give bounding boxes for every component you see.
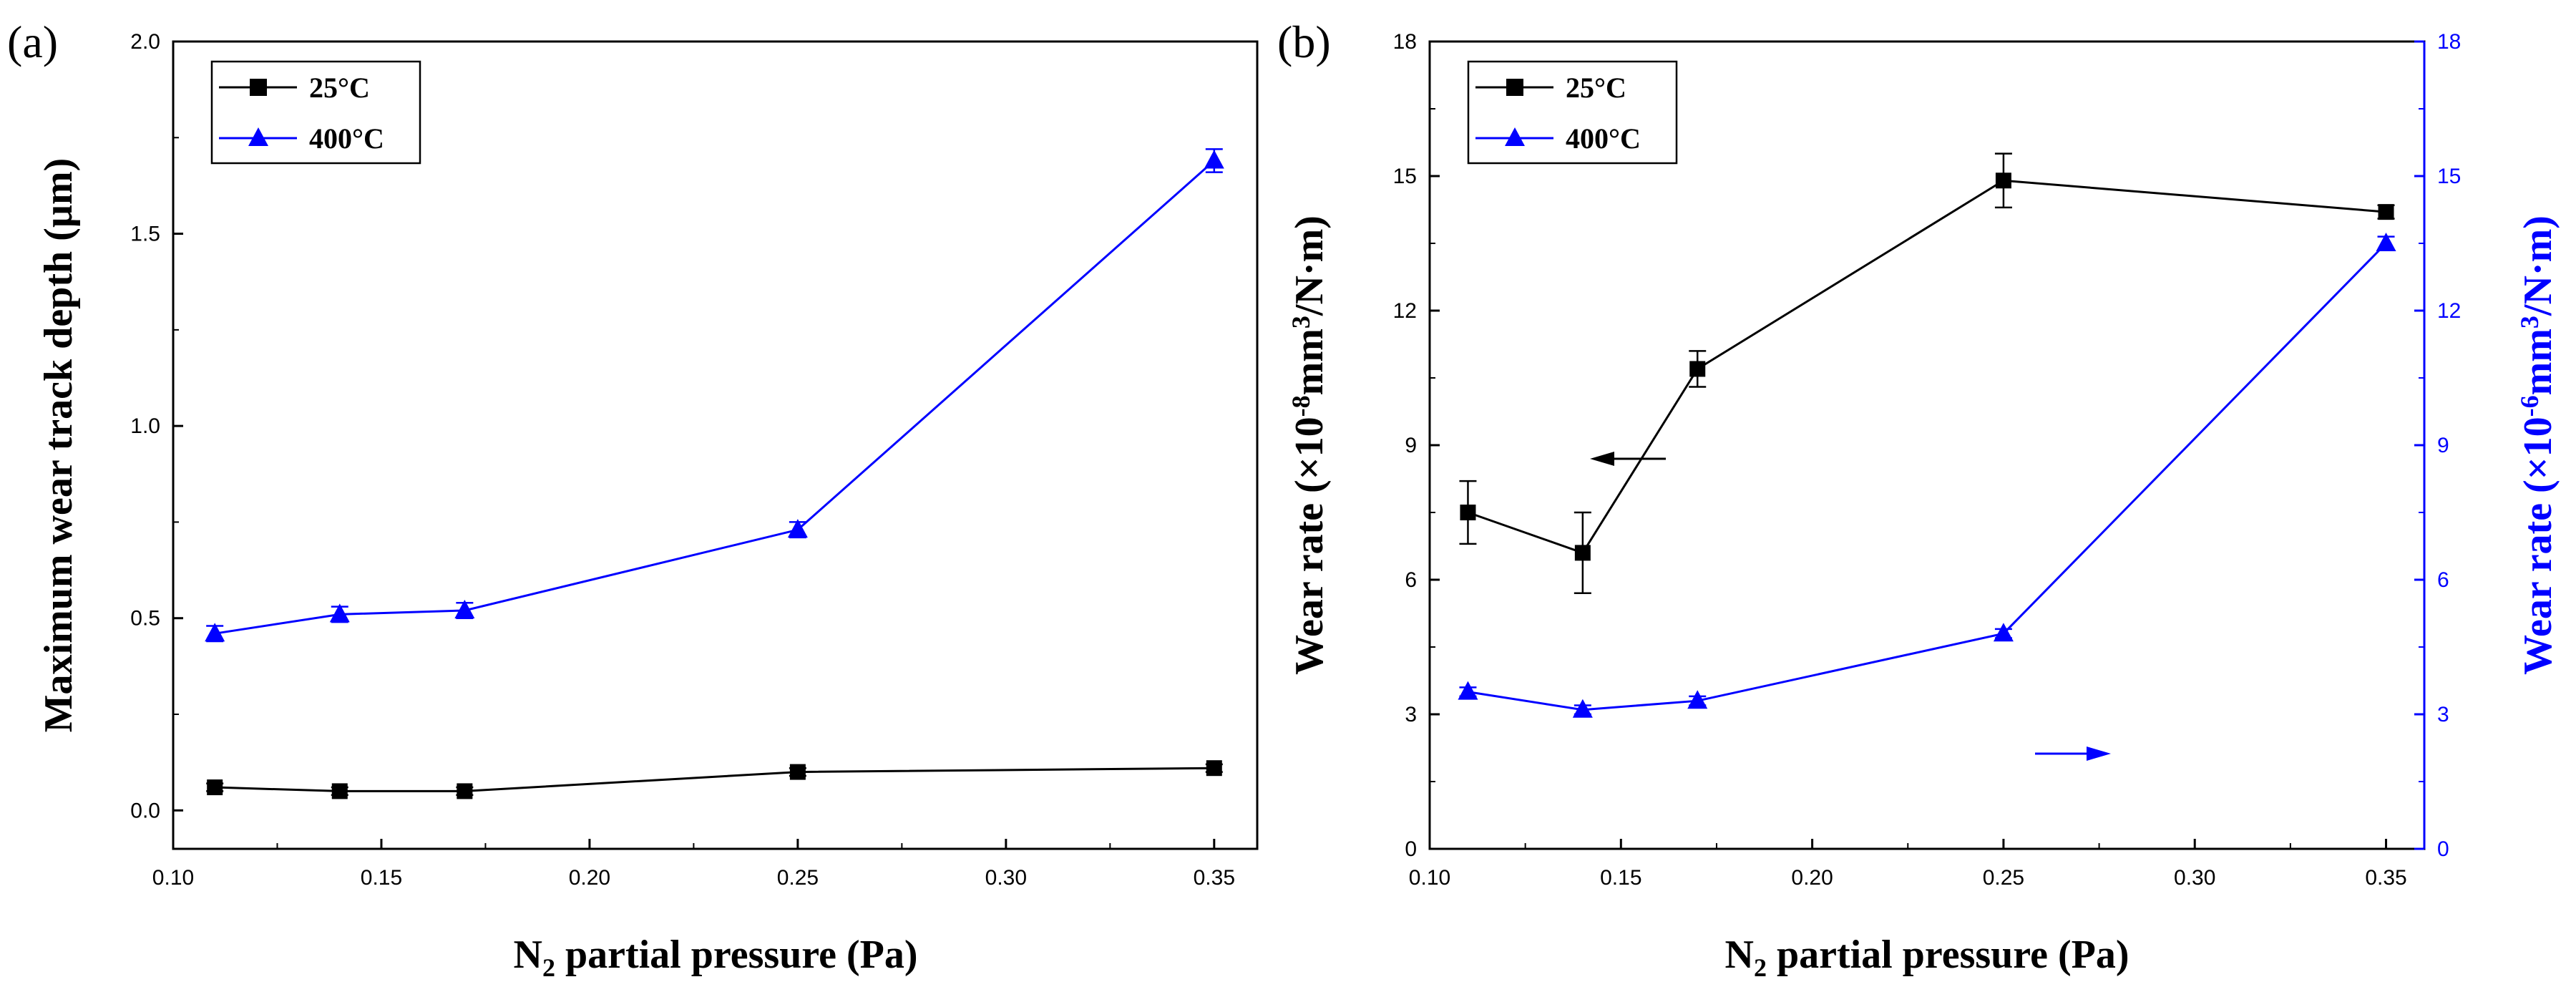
- panel-a-data: [205, 148, 1224, 799]
- a-series-0-point: [1206, 760, 1222, 777]
- y-tick-label-left: 3: [1405, 703, 1417, 726]
- panel-a-y-axis-title: Maximum wear track depth (µm): [36, 158, 81, 733]
- y-tick-label-left: 15: [1393, 165, 1417, 188]
- y-tick-label-left: 9: [1405, 434, 1417, 457]
- y-tick-label: 1.5: [130, 223, 160, 246]
- b-series-0-point: [1460, 505, 1476, 520]
- panel-b-legend-400: 400°C: [1475, 122, 1641, 155]
- panel-a-ticks: 0.10 0.15 0.20 0.25 0.30 0.35 0.0 0.5 1.0 1.5 2.0: [130, 30, 1235, 890]
- a-series-0-point: [207, 779, 223, 796]
- a-series-1-point: [787, 519, 808, 538]
- x-tick-label: 0.15: [1600, 866, 1641, 890]
- b-series-0-point: [1574, 545, 1591, 561]
- a-series-1-point: [205, 623, 225, 642]
- x-tick-label: 0.20: [569, 866, 610, 890]
- y-tick-label-left: 6: [1405, 568, 1417, 592]
- y-tick-label-left: 12: [1393, 299, 1417, 323]
- y-tick-label: 0.0: [130, 799, 160, 822]
- panel-a-frame: [172, 40, 1259, 850]
- y-tick-label-right: 0: [2437, 837, 2449, 861]
- b-series-1-point: [1687, 690, 1708, 709]
- x-tick-label: 0.25: [1983, 866, 2024, 890]
- legend-label-400: 400°C: [1566, 122, 1641, 155]
- b-series-0-point: [1689, 361, 1706, 377]
- x-tick-label: 0.25: [777, 866, 819, 890]
- b-series-0-line: [1467, 179, 2386, 555]
- y-tick-label: 2.0: [130, 30, 160, 54]
- a-series-0-line: [215, 767, 1214, 792]
- arrow-left-icon: [1590, 452, 1666, 466]
- b-series-1-point: [1572, 699, 1593, 718]
- y-tick-label-right: 3: [2437, 703, 2449, 726]
- panel-b: (b) 0.10 0.15 0.20 0.25 0.30 0.35 0 3 6 9 12 15 18 0 3…: [1277, 16, 2560, 982]
- panel-b-y-axis-title-right: Wear rate (×10-6mm3/N·m): [2515, 215, 2560, 675]
- b-series-0-point: [2378, 204, 2394, 220]
- y-tick-label: 0.5: [130, 607, 160, 631]
- x-tick-label: 0.35: [1194, 866, 1235, 890]
- b-series-1-point: [2376, 233, 2396, 251]
- panel-b-ticks: 0.10 0.15 0.20 0.25 0.30 0.35 0 3 6 9 12 15 18 0 3 6 9 12…: [1393, 30, 2462, 890]
- y-tick-label-right: 9: [2437, 434, 2449, 457]
- b-series-1-line: [1468, 242, 2387, 711]
- legend-marker-triangle-icon: [1505, 127, 1525, 146]
- x-tick-label: 0.30: [985, 866, 1027, 890]
- panel-b-data: [1458, 152, 2396, 718]
- y-tick-label-left: 0: [1405, 837, 1417, 861]
- panel-a-legend: 25°C 400°C: [210, 60, 421, 165]
- panel-a-label: (a): [7, 16, 58, 67]
- x-tick-label: 0.20: [1791, 866, 1833, 890]
- legend-label-400: 400°C: [309, 122, 384, 155]
- arrow-right-icon: [2035, 746, 2111, 761]
- x-tick-label: 0.15: [361, 866, 402, 890]
- a-series-1-line: [214, 160, 1215, 635]
- a-series-1-point: [454, 599, 475, 618]
- panel-a-legend-25: 25°C: [219, 72, 370, 104]
- panel-b-legend-25: 25°C: [1475, 72, 1626, 104]
- legend-marker-square-icon: [1506, 79, 1523, 96]
- x-tick-label: 0.30: [2174, 866, 2215, 890]
- panel-a: (a) 0.10 0.15 0.20 0.25 0.30 0.35 0.0 0.5 1.0 1.5…: [7, 16, 1259, 982]
- panel-a-legend-box: [210, 60, 421, 165]
- b-series-1-point: [1458, 681, 1478, 700]
- panel-b-label: (b): [1277, 16, 1331, 67]
- y-tick-label-right: 15: [2437, 165, 2461, 188]
- y-tick-label-right: 12: [2437, 299, 2461, 323]
- y-tick-label-left: 18: [1393, 30, 1417, 54]
- a-series-1-point: [1204, 150, 1224, 169]
- panel-a-x-axis-title: N2 partial pressure (Pa): [514, 933, 918, 982]
- x-tick-label: 0.35: [2365, 866, 2406, 890]
- y-tick-label-right: 18: [2437, 30, 2461, 54]
- a-series-0-point: [331, 783, 348, 799]
- legend-label-25: 25°C: [1566, 72, 1626, 104]
- panel-a-legend-400: 400°C: [219, 122, 384, 155]
- a-series-0-point: [457, 783, 473, 799]
- y-tick-label-right: 6: [2437, 568, 2449, 592]
- b-series-1-point: [1993, 623, 2014, 642]
- b-series-0-point: [1995, 172, 2011, 189]
- legend-label-25: 25°C: [309, 72, 370, 104]
- panel-b-x-axis-title: N2 partial pressure (Pa): [1725, 933, 2129, 982]
- panel-b-legend-box: [1467, 60, 1678, 165]
- a-series-1-point: [329, 603, 350, 623]
- y-tick-label: 1.0: [130, 414, 160, 438]
- x-tick-label: 0.10: [1409, 866, 1450, 890]
- a-series-0-point: [789, 764, 806, 780]
- legend-marker-square-icon: [250, 79, 267, 96]
- x-tick-label: 0.10: [152, 866, 194, 890]
- panel-b-y-axis-title-left: Wear rate (×10-8mm3/N·m): [1287, 215, 1332, 675]
- panel-b-legend: 25°C 400°C: [1467, 60, 1678, 165]
- legend-marker-triangle-icon: [248, 127, 268, 146]
